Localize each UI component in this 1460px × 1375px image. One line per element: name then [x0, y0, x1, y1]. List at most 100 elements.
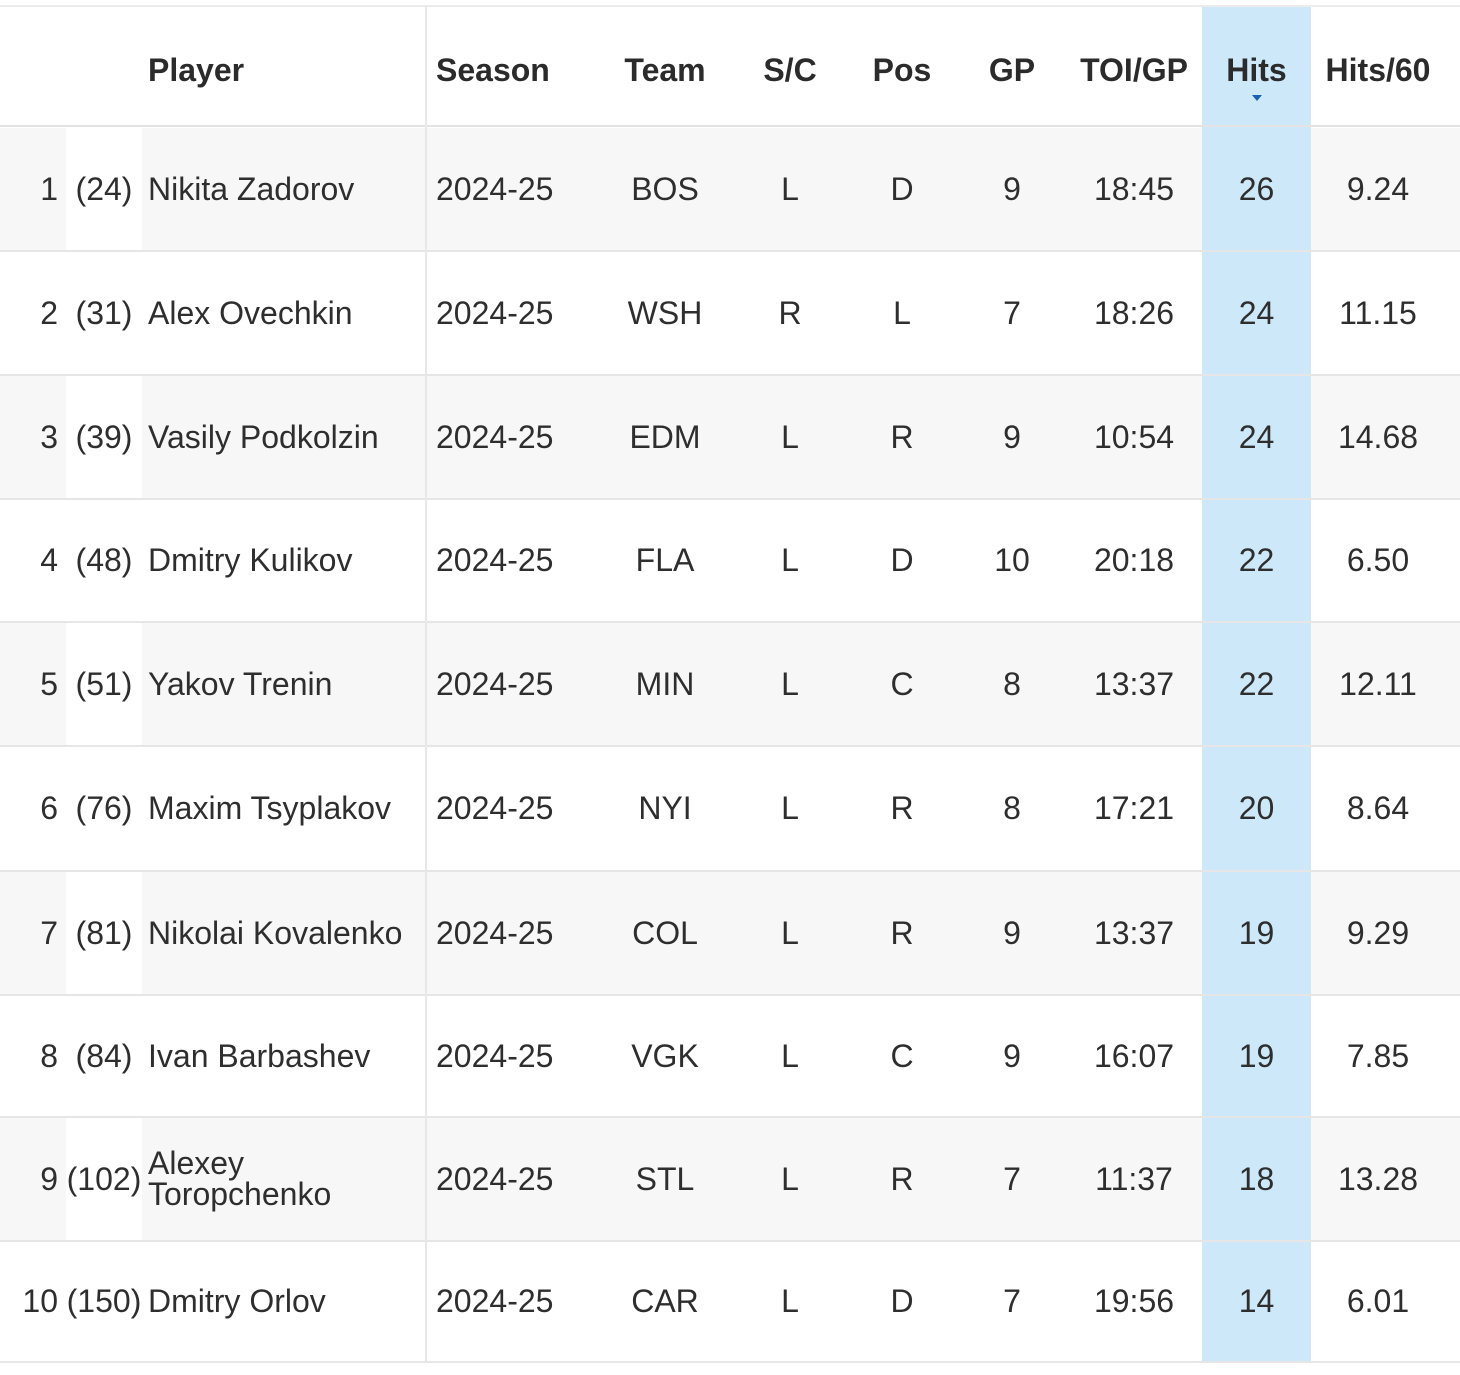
- column-header-games-played[interactable]: GP: [988, 52, 1036, 88]
- shoots-catches-cell: L: [781, 790, 799, 826]
- hits-cell: 26: [1202, 128, 1311, 250]
- position-cell: R: [890, 914, 914, 951]
- overall-rank-cell: (76): [66, 747, 142, 870]
- hits-per-60-cell: 13.28: [1337, 1160, 1419, 1197]
- toi-per-gp-cell: 13:37: [1093, 914, 1175, 951]
- games-played-cell: 9: [1003, 418, 1021, 455]
- season-cell: 2024-25: [436, 914, 554, 951]
- hits-per-60-cell: 6.50: [1346, 542, 1410, 578]
- player-name-cell[interactable]: Alexey Toropchenko: [148, 1145, 332, 1212]
- shoots-catches-cell: L: [781, 1283, 799, 1319]
- overall-rank-cell: (150): [66, 1242, 142, 1361]
- column-header-hits[interactable]: Hits: [1202, 7, 1311, 125]
- column-header-toi-per-gp[interactable]: TOI/GP: [1080, 52, 1188, 88]
- toi-per-gp-cell: 11:37: [1095, 1160, 1173, 1197]
- season-cell: 2024-25: [436, 790, 554, 826]
- hits-cell: 22: [1202, 500, 1311, 621]
- toi-per-gp-cell: 17:21: [1093, 790, 1175, 826]
- toi-per-gp-cell: 16:07: [1093, 1037, 1175, 1074]
- hits-cell: 24: [1202, 252, 1311, 374]
- team-cell: COL: [632, 914, 698, 951]
- games-played-cell: 7: [1003, 1283, 1021, 1319]
- overall-rank-cell: (48): [66, 500, 142, 621]
- rank-cell: 1: [40, 170, 58, 207]
- games-played-cell: 7: [1003, 1160, 1021, 1197]
- team-cell: EDM: [629, 418, 701, 455]
- season-cell: 2024-25: [436, 542, 554, 578]
- table-row[interactable]: 10 (150) Dmitry Orlov 2024-25 CAR L D 7 19:56 14 6…: [0, 1242, 1460, 1363]
- rank-cell: 8: [40, 1037, 58, 1074]
- table-row[interactable]: 4 (48) Dmitry Kulikov 2024-25 FLA L D 10 20:18 22…: [0, 500, 1460, 623]
- toi-per-gp-cell: 18:45: [1093, 170, 1175, 207]
- games-played-cell: 8: [1003, 790, 1021, 826]
- games-played-cell: 9: [1003, 1037, 1021, 1074]
- table-row[interactable]: 3 (39) Vasily Podkolzin 2024-25 EDM L R 9 10:54 2…: [0, 376, 1460, 500]
- hits-cell: 14: [1202, 1242, 1311, 1361]
- season-cell: 2024-25: [436, 418, 554, 455]
- rank-cell: 2: [40, 294, 58, 331]
- table-row[interactable]: 7 (81) Nikolai Kovalenko 2024-25 COL L R 9 13:37…: [0, 872, 1460, 996]
- rank-cell: 4: [40, 542, 58, 578]
- player-name-cell[interactable]: Dmitry Orlov: [148, 1283, 326, 1319]
- overall-rank-cell: (39): [66, 376, 142, 498]
- games-played-cell: 8: [1003, 665, 1021, 702]
- table-row[interactable]: 5 (51) Yakov Trenin 2024-25 MIN L C 8 13:37 22 12.…: [0, 623, 1460, 747]
- table-row[interactable]: 2 (31) Alex Ovechkin 2024-25 WSH R L 7 18:26 24 11…: [0, 252, 1460, 376]
- column-header-hits-per-60[interactable]: Hits/60: [1325, 52, 1431, 88]
- hits-per-60-cell: 6.01: [1346, 1283, 1410, 1319]
- season-cell: 2024-25: [436, 1283, 554, 1319]
- player-name-cell[interactable]: Nikita Zadorov: [148, 170, 355, 207]
- season-cell: 2024-25: [436, 1037, 554, 1074]
- table-row[interactable]: 9 (102) Alexey Toropchenko 2024-25 STL L R 7 11:…: [0, 1118, 1460, 1242]
- games-played-cell: 9: [1003, 170, 1021, 207]
- player-name-cell[interactable]: Vasily Podkolzin: [148, 418, 379, 455]
- position-cell: D: [890, 542, 914, 578]
- rank-cell: 6: [40, 790, 58, 826]
- hits-per-60-cell: 11.15: [1339, 294, 1417, 331]
- season-cell: 2024-25: [436, 1160, 554, 1197]
- hits-cell: 19: [1202, 996, 1311, 1116]
- hits-per-60-cell: 9.29: [1346, 914, 1410, 951]
- team-cell: BOS: [631, 170, 699, 207]
- position-cell: R: [890, 1160, 914, 1197]
- hits-cell: 22: [1202, 623, 1311, 745]
- table-row[interactable]: 6 (76) Maxim Tsyplakov 2024-25 NYI L R 8 17:21 20…: [0, 747, 1460, 872]
- table-row[interactable]: 8 (84) Ivan Barbashev 2024-25 VGK L C 9 16:07 19 7…: [0, 996, 1460, 1118]
- team-cell: STL: [635, 1160, 695, 1197]
- column-header-player[interactable]: Player: [148, 52, 245, 88]
- column-header-season[interactable]: Season: [436, 52, 550, 88]
- season-cell: 2024-25: [436, 665, 554, 702]
- overall-rank-cell: (24): [66, 128, 142, 250]
- column-header-hits-label: Hits: [1226, 52, 1287, 88]
- sort-descending-icon: [1251, 95, 1262, 101]
- table-row[interactable]: 1 (24) Nikita Zadorov 2024-25 BOS L D 9 18:45 26 9…: [0, 128, 1460, 252]
- player-name-cell[interactable]: Maxim Tsyplakov: [148, 790, 392, 826]
- position-cell: C: [890, 1037, 914, 1074]
- shoots-catches-cell: L: [781, 542, 799, 578]
- shoots-catches-cell: L: [781, 914, 799, 951]
- position-cell: D: [890, 1283, 914, 1319]
- overall-rank-cell: (84): [66, 996, 142, 1116]
- shoots-catches-cell: L: [781, 1160, 799, 1197]
- player-name-cell[interactable]: Dmitry Kulikov: [148, 542, 353, 578]
- games-played-cell: 7: [1003, 294, 1021, 331]
- player-name-cell[interactable]: Alex Ovechkin: [148, 294, 353, 331]
- hits-cell: 19: [1202, 872, 1311, 994]
- toi-per-gp-cell: 20:18: [1093, 542, 1175, 578]
- player-name-cell[interactable]: Nikolai Kovalenko: [148, 914, 403, 951]
- team-cell: FLA: [635, 542, 695, 578]
- shoots-catches-cell: L: [781, 170, 799, 207]
- column-header-team[interactable]: Team: [624, 52, 706, 88]
- player-name-cell[interactable]: Ivan Barbashev: [148, 1037, 371, 1074]
- overall-rank-cell: (31): [66, 252, 142, 374]
- rank-cell: 10: [22, 1283, 58, 1319]
- team-cell: VGK: [631, 1037, 699, 1074]
- column-header-position[interactable]: Pos: [872, 52, 932, 88]
- hits-per-60-cell: 8.64: [1346, 790, 1410, 826]
- hits-cell: 18: [1202, 1118, 1311, 1240]
- column-header-shoots-catches[interactable]: S/C: [763, 52, 817, 88]
- shoots-catches-cell: R: [778, 294, 802, 331]
- position-cell: R: [890, 418, 914, 455]
- player-name-cell[interactable]: Yakov Trenin: [148, 665, 333, 702]
- overall-rank-cell: (102): [66, 1118, 142, 1240]
